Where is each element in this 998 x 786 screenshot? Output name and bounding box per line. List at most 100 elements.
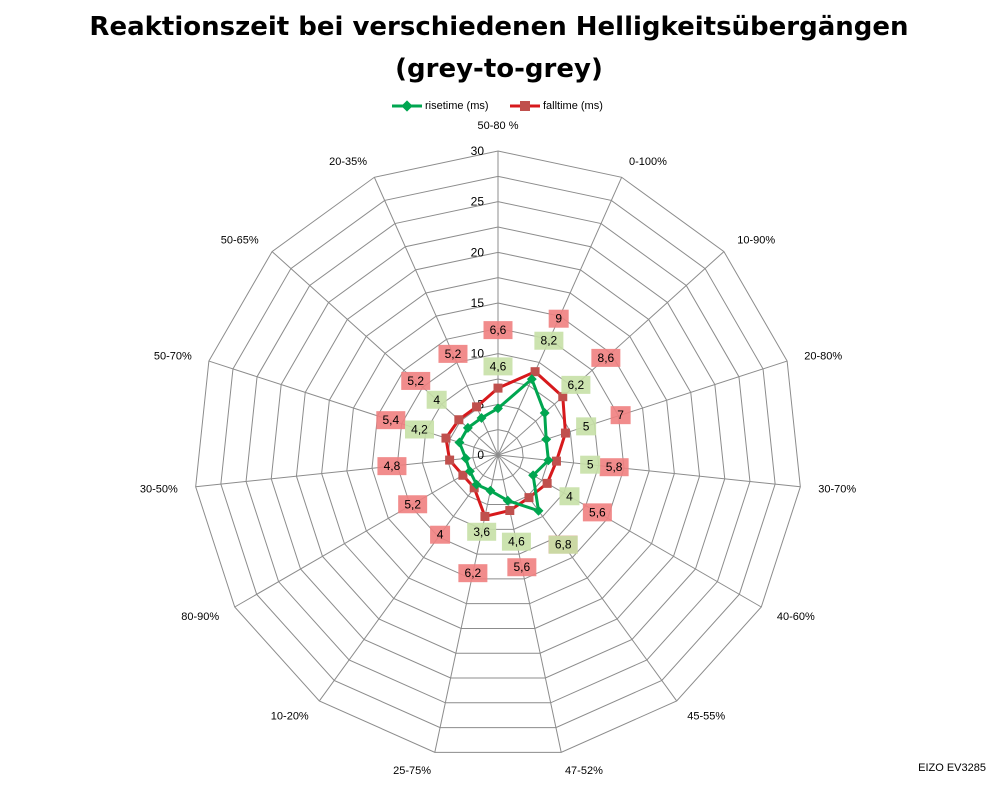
risetime-data-label: 6,8 <box>548 535 578 554</box>
risetime-point <box>543 455 554 466</box>
falltime-point <box>441 433 451 443</box>
falltime-point <box>530 367 540 377</box>
falltime-data-label: 5,6 <box>507 558 537 577</box>
falltime-data-label: 5,4 <box>376 411 406 430</box>
risetime-data-label: 4,2 <box>405 420 435 439</box>
category-label: 10-90% <box>737 235 775 247</box>
risetime-line <box>457 377 550 513</box>
data-label-text: 5,6 <box>589 505 606 519</box>
risetime-data-label: 4,6 <box>501 532 531 551</box>
risetime-legend-marker <box>392 100 422 112</box>
data-label-text: 4 <box>437 528 444 542</box>
falltime-point <box>560 428 570 438</box>
falltime-point <box>445 455 455 465</box>
grid-ring <box>270 226 726 679</box>
falltime-data-label: 5,2 <box>438 344 468 363</box>
category-label: 50-80 % <box>478 120 519 132</box>
radial-axis-line <box>497 454 762 608</box>
data-label-background <box>576 417 597 436</box>
category-label: 47-52% <box>565 765 603 777</box>
data-label-background <box>377 457 407 476</box>
risetime-data-label: 3,6 <box>467 522 497 541</box>
risetime-point <box>454 437 465 448</box>
falltime-data-label: 6,6 <box>483 321 513 340</box>
data-label-text: 5,8 <box>606 460 623 474</box>
risetime-point <box>462 422 473 433</box>
data-label-background <box>591 348 621 367</box>
radial-axis-line <box>318 454 499 702</box>
risetime-data-label: 6,2 <box>561 375 591 394</box>
category-label: 50-70% <box>154 350 192 362</box>
data-label-background <box>599 458 629 477</box>
radial-axis-line <box>208 360 499 456</box>
data-series <box>441 367 570 521</box>
data-label-text: 4,6 <box>490 359 507 373</box>
falltime-point <box>458 470 468 480</box>
data-label-background <box>548 309 569 328</box>
falltime-point <box>505 506 515 516</box>
data-label-text: 4 <box>433 393 440 407</box>
data-label-text: 4 <box>566 489 573 503</box>
category-label: 50-65% <box>221 235 259 247</box>
legend-item-risetime: risetime (ms) <box>392 100 489 112</box>
category-label: 80-90% <box>181 611 219 623</box>
category-labels: 50-80 % 0-100% 10-90% 20-80% 30-70% 40-60% 45-… <box>140 120 857 777</box>
data-label-background <box>426 390 447 409</box>
grid-ring <box>472 429 524 481</box>
grid-ring <box>195 150 801 753</box>
data-label-background <box>580 455 601 474</box>
data-label-text: 7 <box>617 408 624 422</box>
data-label-text: 6,8 <box>555 538 572 552</box>
data-label-background <box>507 558 537 577</box>
data-label-text: 5,6 <box>514 560 531 574</box>
data-label-background <box>548 535 578 554</box>
category-label: 20-80% <box>804 350 842 362</box>
data-label-background <box>561 375 591 394</box>
data-label-text: 9 <box>555 312 562 326</box>
risetime-point <box>460 453 471 464</box>
legend-label-falltime: falltime (ms) <box>543 100 603 112</box>
category-label: 40-60% <box>777 611 815 623</box>
tick-label: 10 <box>471 347 485 361</box>
falltime-data-label: 7 <box>610 406 631 425</box>
falltime-point <box>493 383 503 393</box>
radial-axis-line <box>434 454 499 753</box>
category-label: 25-75% <box>393 765 431 777</box>
data-label-background <box>398 495 428 514</box>
risetime-data-label: 4 <box>426 390 447 409</box>
falltime-data-label: 5,6 <box>582 503 612 522</box>
risetime-data-label: 5 <box>576 417 597 436</box>
tick-label: 15 <box>471 296 485 310</box>
data-label-text: 5,2 <box>445 347 462 361</box>
watermark: EIZO EV3285 <box>918 762 986 774</box>
risetime-data-label: 4 <box>559 487 580 506</box>
falltime-data-label: 9 <box>548 309 569 328</box>
data-label-text: 6,6 <box>490 323 507 337</box>
data-label-text: 5 <box>587 458 594 472</box>
falltime-point <box>524 493 534 503</box>
falltime-point <box>454 415 464 425</box>
category-label: 30-50% <box>140 484 178 496</box>
data-label-background <box>501 532 531 551</box>
grid-ring <box>220 175 776 729</box>
data-label-text: 6,2 <box>465 566 482 580</box>
tick-label: 20 <box>471 245 485 259</box>
data-label-background <box>458 564 488 583</box>
category-label: 45-55% <box>687 711 725 723</box>
falltime-data-label: 5,8 <box>599 458 629 477</box>
chart-title: Reaktionszeit bei verschiedenen Helligke… <box>89 12 909 42</box>
grid-ring <box>396 353 600 555</box>
category-label: 30-70% <box>818 484 856 496</box>
data-label-text: 4,2 <box>411 422 428 436</box>
falltime-data-label: 5,2 <box>398 495 428 514</box>
risetime-point <box>493 403 503 414</box>
falltime-legend-marker <box>510 101 540 111</box>
data-label-text: 6,2 <box>568 378 585 392</box>
grid-ring <box>295 251 701 654</box>
radial-axis-line <box>497 454 678 702</box>
data-label-text: 4,6 <box>508 535 525 549</box>
data-label-text: 8,2 <box>541 334 558 348</box>
grid-ring <box>421 378 575 530</box>
data-label-background <box>401 371 431 390</box>
risetime-point <box>485 485 496 496</box>
